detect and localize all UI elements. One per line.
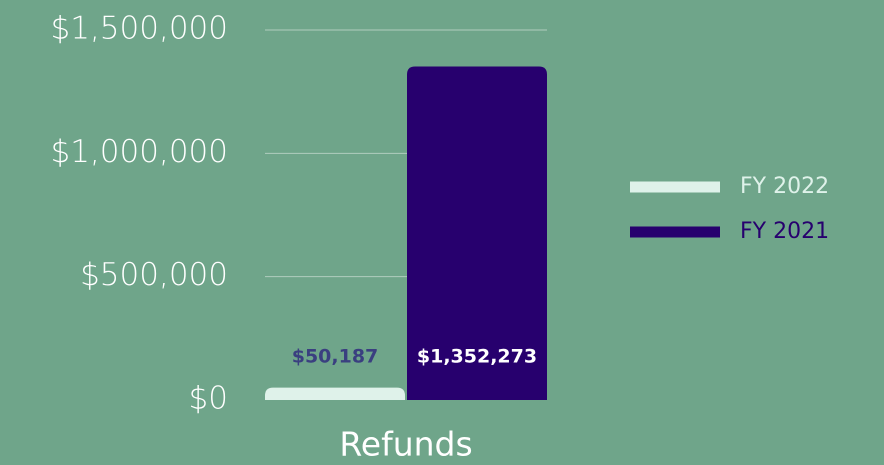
y-tick-label: $1,000,000 [51, 134, 229, 170]
bar [407, 66, 547, 400]
legend-label: FY 2022 [740, 174, 829, 199]
legend-label: FY 2021 [740, 219, 829, 244]
bar [265, 387, 405, 400]
y-tick-label: $500,000 [80, 257, 228, 293]
y-tick-label: $0 [189, 381, 228, 417]
y-tick-label: $1,500,000 [51, 11, 229, 47]
value-label: $1,352,273 [417, 346, 537, 368]
x-tick-label: Refunds [339, 425, 472, 464]
value-label: $50,187 [292, 346, 379, 368]
